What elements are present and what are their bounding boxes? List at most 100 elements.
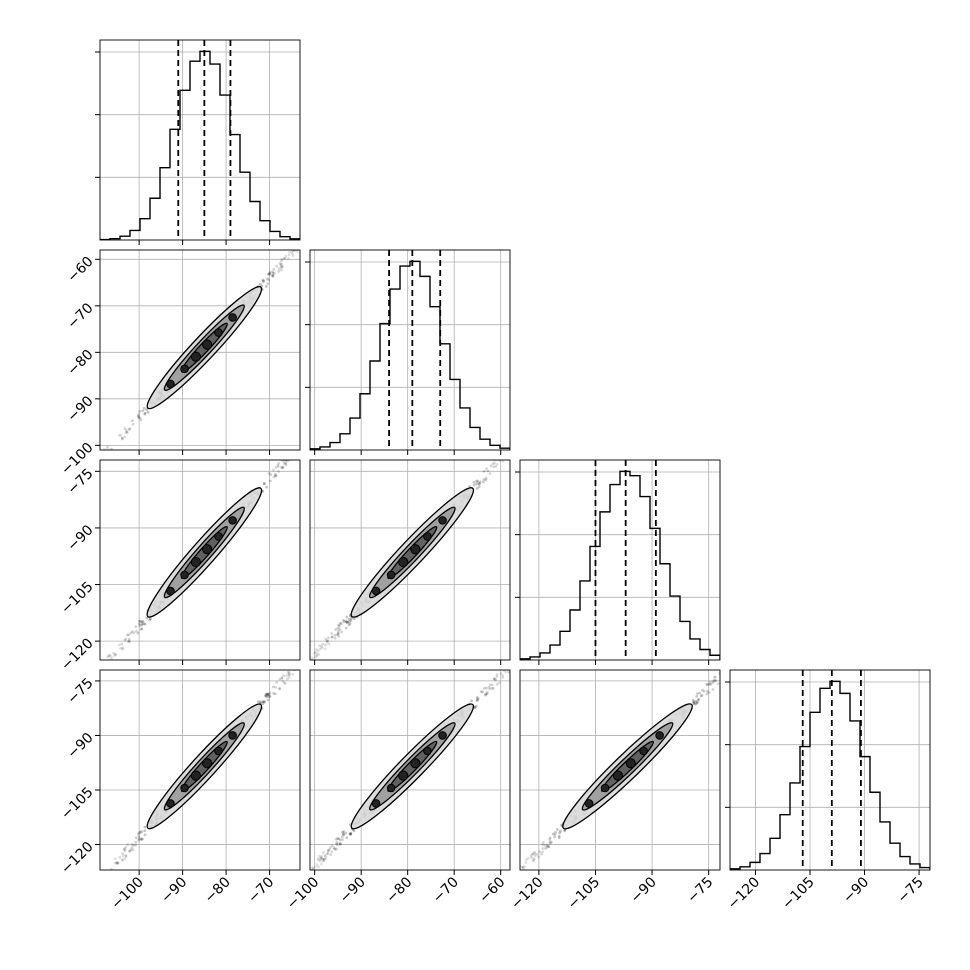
density-peak-marker	[202, 758, 213, 769]
scatter-point	[134, 625, 138, 629]
scatter-point	[541, 847, 545, 850]
scatter-point	[302, 652, 305, 655]
scatter-point	[110, 447, 114, 450]
scatter-point	[529, 854, 533, 858]
scatter-point	[280, 676, 284, 680]
scatter-point	[349, 619, 353, 622]
scatter-point	[124, 854, 128, 857]
panel-content	[100, 40, 300, 240]
scatter-point	[262, 482, 266, 486]
scatter-point	[140, 620, 144, 624]
density-peak-marker	[180, 783, 189, 793]
scatter-point	[501, 676, 504, 680]
scatter-point	[139, 627, 143, 631]
scatter-point	[137, 838, 141, 842]
scatter-point	[484, 692, 488, 696]
scatter-point	[336, 631, 340, 635]
scatter-point	[495, 462, 499, 466]
scatter-point	[105, 874, 108, 877]
scatter-point	[505, 666, 508, 669]
scatter-point	[101, 455, 104, 458]
density-peak-marker	[398, 770, 409, 781]
scatter-point	[734, 663, 737, 666]
scatter-point	[137, 622, 141, 626]
scatter-point	[318, 647, 322, 651]
scatter-point	[708, 682, 712, 686]
scatter-point	[336, 843, 339, 847]
histogram-step	[100, 50, 300, 240]
scatter-point	[333, 847, 336, 851]
scatter-point	[326, 636, 330, 640]
scatter-point	[115, 862, 119, 865]
scatter-point	[107, 661, 110, 664]
scatter-point	[106, 873, 109, 876]
scatter-point	[705, 689, 709, 693]
scatter-point	[714, 679, 718, 683]
scatter-point	[723, 677, 726, 680]
scatter-point	[131, 422, 135, 426]
scatter-point	[328, 846, 332, 849]
scatter-point	[282, 461, 286, 465]
scatter-point	[124, 854, 128, 858]
scatter-point	[282, 257, 286, 260]
scatter-point	[296, 243, 299, 246]
scatter-point	[692, 701, 696, 704]
scatter-point	[298, 662, 301, 665]
scatter-point	[314, 655, 318, 659]
scatter-point	[342, 620, 346, 624]
scatter-point	[115, 861, 119, 865]
scatter-point	[344, 619, 348, 623]
scatter-point	[712, 679, 716, 683]
scatter-point	[114, 653, 118, 656]
scatter-point	[268, 271, 272, 275]
y-tick-label: −90	[64, 730, 96, 762]
scatter-point	[123, 638, 127, 642]
scatter-point	[695, 701, 699, 705]
scatter-point	[274, 466, 278, 469]
scatter-point	[277, 686, 281, 690]
scatter-point	[334, 628, 338, 631]
scatter-point	[288, 452, 291, 455]
scatter-point	[286, 671, 290, 674]
scatter-point	[505, 451, 508, 454]
scatter-point	[521, 865, 525, 869]
scatter-point	[131, 848, 135, 852]
scatter-point	[315, 652, 319, 656]
scatter-point	[304, 238, 307, 241]
scatter-point	[306, 657, 309, 660]
panel-3-0: −75 −90 −105 −120 −100 −90 −80 −70	[58, 652, 309, 913]
scatter-point	[311, 868, 315, 870]
scatter-point	[138, 620, 142, 623]
scatter-point	[495, 675, 499, 678]
density-peak-marker	[190, 770, 201, 781]
scatter-point	[520, 865, 524, 869]
scatter-point	[721, 675, 724, 678]
density-peak-marker	[166, 379, 175, 389]
scatter-point	[138, 837, 141, 841]
scatter-point	[524, 861, 528, 865]
scatter-point	[284, 462, 287, 466]
scatter-point	[126, 633, 129, 637]
scatter-point	[342, 830, 346, 833]
scatter-point	[500, 455, 503, 458]
scatter-point	[475, 479, 479, 483]
scatter-point	[124, 428, 128, 432]
scatter-point	[726, 664, 729, 667]
scatter-point	[721, 675, 724, 678]
scatter-point	[107, 654, 111, 658]
scatter-point	[302, 873, 305, 876]
scatter-point	[557, 834, 561, 838]
scatter-point	[338, 841, 342, 845]
scatter-point	[476, 697, 480, 700]
histogram-step	[520, 470, 720, 660]
scatter-point	[320, 856, 323, 860]
scatter-point	[292, 250, 296, 252]
scatter-point	[261, 700, 265, 704]
scatter-point	[478, 480, 482, 484]
scatter-point	[494, 464, 498, 468]
scatter-point	[265, 692, 269, 696]
scatter-point	[118, 433, 121, 437]
scatter-point	[326, 849, 330, 853]
scatter-point	[559, 829, 562, 833]
scatter-point	[532, 850, 536, 854]
